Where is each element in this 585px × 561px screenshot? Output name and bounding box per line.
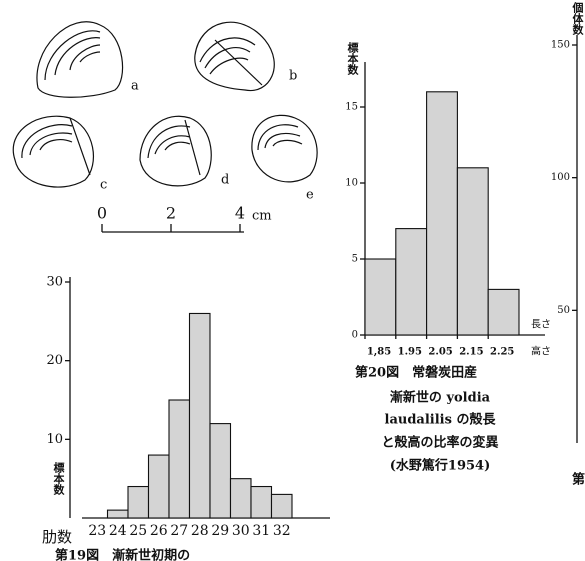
y-axis-label: 個体数 bbox=[571, 1, 585, 36]
x-tick-label: 31 bbox=[252, 523, 270, 539]
bar bbox=[457, 168, 488, 335]
bar bbox=[427, 92, 458, 335]
x-tick-label: 24 bbox=[109, 523, 127, 539]
bar bbox=[488, 289, 519, 335]
y-tick-label: 30 bbox=[46, 275, 63, 290]
caption: 第 bbox=[572, 472, 585, 488]
caption: (水野篤行1954) bbox=[390, 458, 490, 474]
shell bbox=[252, 115, 317, 182]
x-tick-label: 1.95 bbox=[398, 347, 422, 358]
x-axis-label: 長さ bbox=[531, 319, 551, 331]
shell bbox=[37, 22, 123, 97]
shell-label: a bbox=[131, 79, 139, 94]
bar bbox=[272, 494, 293, 518]
shell-label: b bbox=[289, 69, 297, 84]
x-tick-label: 32 bbox=[273, 523, 291, 539]
bar bbox=[149, 455, 170, 518]
x-tick-label: 28 bbox=[191, 523, 209, 539]
shell-label: e bbox=[306, 188, 314, 203]
bar bbox=[251, 487, 272, 518]
shell-label: d bbox=[221, 173, 229, 188]
y-axis-label: 標本数 bbox=[52, 461, 65, 496]
shell-drawings: a b c d e bbox=[13, 22, 317, 203]
x-tick-label: 23 bbox=[88, 523, 106, 539]
scale-unit: cm bbox=[252, 209, 272, 224]
bar bbox=[190, 313, 211, 518]
y-tick-label: 50 bbox=[557, 305, 570, 316]
y-tick-label: 5 bbox=[352, 254, 358, 265]
bar bbox=[210, 424, 231, 518]
caption: 第20図 常磐炭田産 bbox=[355, 365, 477, 381]
bar bbox=[396, 229, 427, 335]
y-tick-label: 10 bbox=[345, 178, 358, 189]
x-tick-label: 27 bbox=[170, 523, 188, 539]
x-tick-label: 29 bbox=[211, 523, 229, 539]
y-tick-label: 150 bbox=[551, 40, 570, 51]
y-tick-label: 10 bbox=[46, 432, 63, 447]
x-tick-label: 25 bbox=[129, 523, 147, 539]
bar bbox=[365, 259, 396, 335]
caption: と殻高の比率の変異 bbox=[381, 435, 498, 451]
shell bbox=[13, 116, 93, 187]
x-tick-label: 2.15 bbox=[459, 347, 483, 358]
scale-label: 0 bbox=[97, 204, 107, 223]
page: a b c d e cm 024 102030標本数23242526272829… bbox=[0, 0, 585, 561]
x-axis-label: 高さ bbox=[531, 345, 551, 358]
scale-label: 2 bbox=[166, 204, 176, 223]
y-tick-label: 20 bbox=[46, 353, 63, 368]
shell bbox=[140, 116, 211, 186]
caption: 第19図 漸新世初期の bbox=[55, 548, 190, 561]
x-tick-label: 2.25 bbox=[490, 347, 514, 358]
x-tick-label: 26 bbox=[150, 523, 168, 539]
x-tick-label: 1,85 bbox=[367, 347, 391, 358]
shell bbox=[195, 22, 274, 90]
caption: laudalilis の殻長 bbox=[385, 412, 497, 428]
shell-label: c bbox=[100, 178, 107, 193]
y-tick-label: 15 bbox=[345, 102, 358, 113]
bar bbox=[128, 487, 149, 518]
bar bbox=[169, 400, 190, 518]
x-tick-label: 30 bbox=[232, 523, 250, 539]
y-axis-label: 標本数 bbox=[346, 41, 359, 76]
scale-bar: cm 0 2 4 bbox=[97, 204, 272, 233]
caption: 漸新世の yoldia bbox=[390, 390, 491, 406]
bar bbox=[231, 479, 252, 518]
y-tick-label: 0 bbox=[352, 330, 358, 341]
y-tick-label: 100 bbox=[551, 172, 570, 183]
x-axis-label: 肋数 bbox=[42, 528, 72, 546]
bar bbox=[108, 510, 129, 518]
scale-label: 4 bbox=[235, 204, 245, 223]
x-tick-label: 2.05 bbox=[428, 347, 452, 358]
